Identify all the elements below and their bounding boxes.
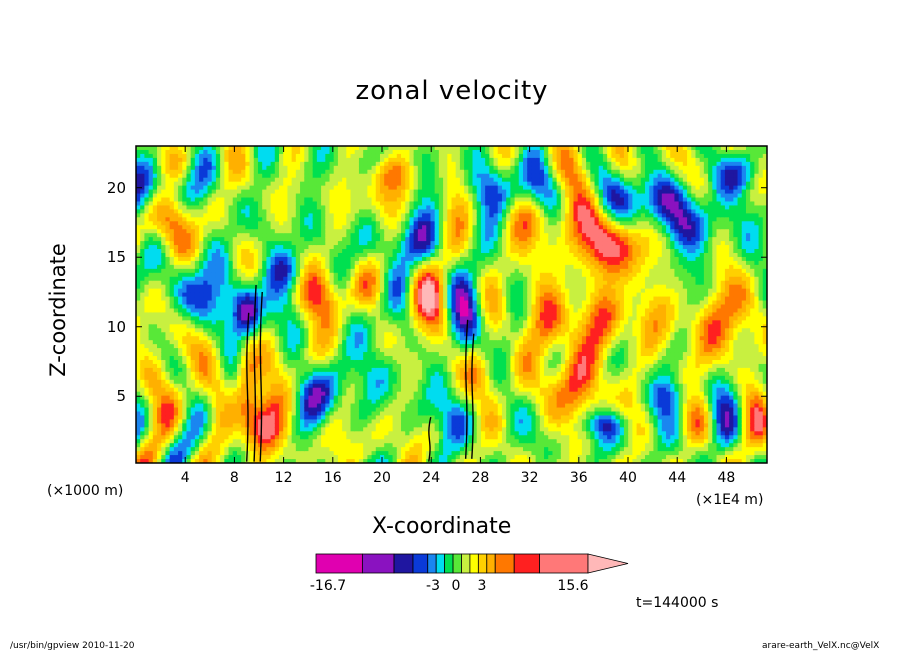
colorbar-segment	[452, 553, 462, 574]
x-axis-label: X-coordinate	[372, 514, 512, 539]
y-tick-label: 10	[106, 317, 126, 336]
colorbar-segment	[435, 553, 446, 574]
colorbar-segment	[477, 553, 488, 574]
x-tick-label: 12	[274, 470, 293, 486]
x-tick-label: 48	[717, 470, 736, 486]
contour-streak	[259, 291, 263, 462]
x-tick-label: 32	[520, 470, 539, 486]
y-axis-label: Z-coordinate	[46, 243, 70, 377]
x-tick-label: 20	[373, 470, 391, 486]
chart-title: zonal velocity	[355, 76, 549, 106]
x-tick-label: 4	[180, 470, 190, 486]
colorbar-segment	[412, 553, 429, 574]
x-tick-marks	[184, 146, 727, 463]
y-tick-marks	[136, 187, 767, 397]
y-tick-label: 20	[106, 178, 126, 197]
colorbar	[315, 553, 629, 574]
colorbar-label: -3	[426, 578, 440, 594]
colorbar-segment	[486, 553, 496, 574]
contour-lines	[246, 284, 475, 462]
contour-streak	[428, 416, 432, 462]
colorbar-label: 3	[477, 578, 487, 594]
contour-streak	[246, 312, 250, 462]
x-tick-label: 36	[569, 470, 588, 486]
colorbar-label: 15.6	[557, 578, 589, 594]
footer-left: /usr/bin/gpview 2010-11-20	[10, 641, 135, 651]
colorbar-segment	[315, 553, 363, 574]
contour-streak	[471, 333, 475, 459]
colorbar-segment	[469, 553, 479, 574]
contour-streak	[464, 319, 469, 459]
colorbar-label: 0	[451, 578, 461, 594]
x-tick-label: 40	[619, 470, 637, 486]
plot-frame	[135, 145, 768, 464]
footer-right: arare-earth_VelX.nc@VelX	[762, 641, 880, 651]
colorbar-segment	[494, 553, 515, 574]
x-tick-label: 24	[422, 470, 441, 486]
colorbar-segment	[361, 553, 395, 574]
time-annotation: t=144000 s	[636, 595, 719, 611]
x-tick-label: 28	[471, 470, 490, 486]
x-tick-label: 8	[229, 470, 239, 486]
y-tick-label: 5	[116, 387, 126, 406]
velocity-field	[136, 146, 767, 463]
colorbar-segment	[539, 553, 589, 574]
colorbar-segment	[444, 553, 454, 574]
colorbar-segment	[427, 553, 437, 574]
x-tick-label: 16	[323, 470, 342, 486]
colorbar-label: -16.7	[309, 578, 347, 594]
colorbar-segment	[461, 553, 471, 574]
y-tick-label: 15	[106, 248, 126, 267]
y-unit-note: (×1E4 m)	[696, 492, 764, 508]
colorbar-arrow	[587, 553, 629, 574]
x-unit-note: (×1000 m)	[47, 483, 124, 499]
contour-streak	[253, 284, 257, 462]
colorbar-segment	[513, 553, 540, 574]
colorbar-segment	[393, 553, 414, 574]
x-tick-label: 44	[668, 470, 687, 486]
